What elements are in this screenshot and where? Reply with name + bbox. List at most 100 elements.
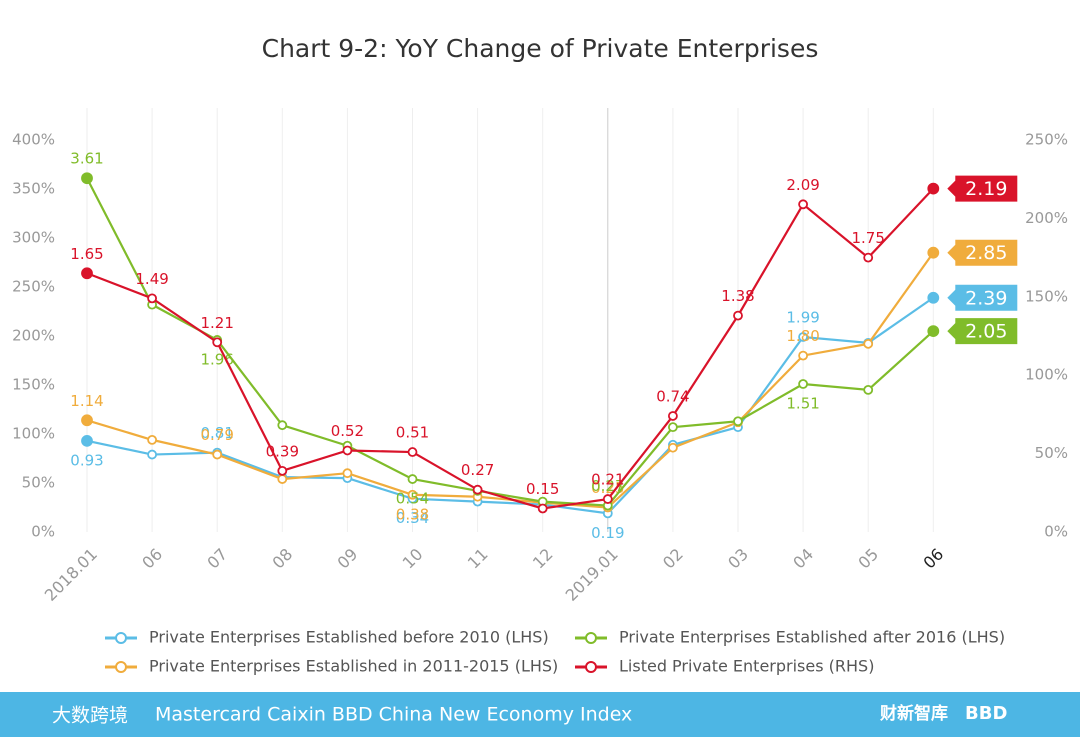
data-point bbox=[537, 503, 548, 514]
data-label: 0.25 bbox=[591, 479, 624, 497]
footer-logo: 大数跨境 bbox=[52, 705, 128, 727]
y2-tick-label: 150% bbox=[1025, 287, 1068, 305]
data-point bbox=[927, 291, 940, 304]
data-label: 1.21 bbox=[200, 314, 233, 332]
data-label: 3.61 bbox=[70, 150, 103, 168]
data-point bbox=[407, 447, 418, 457]
data-label: 0.27 bbox=[461, 461, 494, 479]
series-line bbox=[86, 252, 935, 509]
data-point bbox=[147, 434, 158, 445]
footer-logo: BBD bbox=[965, 703, 1007, 724]
y2-tick-label: 100% bbox=[1025, 366, 1068, 384]
data-point bbox=[602, 494, 613, 504]
data-label: 0.79 bbox=[200, 426, 233, 444]
x-tick-label: 02 bbox=[659, 545, 687, 573]
data-label: 1.80 bbox=[786, 327, 819, 345]
series-line bbox=[86, 187, 935, 510]
x-tick-label: 08 bbox=[268, 545, 296, 573]
data-point bbox=[147, 449, 158, 460]
data-point bbox=[277, 474, 288, 484]
x-tick-label: 11 bbox=[464, 545, 492, 573]
data-point bbox=[407, 474, 418, 484]
data-point bbox=[927, 182, 940, 195]
y2-tick-label: 250% bbox=[1025, 131, 1068, 149]
data-point bbox=[863, 252, 874, 263]
legend-label: Private Enterprises Established before 2… bbox=[149, 628, 549, 647]
data-label: 2.09 bbox=[786, 176, 819, 194]
legend-label: Listed Private Enterprises (RHS) bbox=[619, 657, 874, 676]
data-point bbox=[798, 199, 808, 210]
data-label: 1.49 bbox=[135, 270, 168, 288]
data-point bbox=[212, 449, 223, 460]
legend-label: Private Enterprises Established after 20… bbox=[619, 628, 1005, 647]
data-label: 1.75 bbox=[851, 229, 884, 247]
data-label: 0.74 bbox=[656, 387, 689, 405]
legend-swatch bbox=[585, 632, 597, 644]
x-tick-label: 2019.01 bbox=[562, 545, 622, 605]
data-label: 0.34 bbox=[396, 509, 429, 527]
badge bbox=[947, 284, 1018, 311]
data-point bbox=[798, 332, 808, 342]
badge-label: 2.85 bbox=[965, 242, 1007, 264]
data-point bbox=[277, 465, 288, 476]
data-point bbox=[798, 350, 808, 361]
data-point bbox=[342, 445, 353, 456]
data-point bbox=[472, 484, 483, 495]
data-point bbox=[81, 267, 93, 280]
badge-label: 2.39 bbox=[965, 287, 1007, 309]
data-point bbox=[863, 338, 874, 349]
x-tick-label: 03 bbox=[724, 545, 752, 573]
data-label: 0.27 bbox=[591, 477, 624, 495]
data-point bbox=[668, 411, 678, 421]
data-point bbox=[927, 246, 940, 259]
y2-tick-label: 0% bbox=[1044, 523, 1068, 541]
x-tick-label: 2018.01 bbox=[41, 545, 101, 605]
y-tick-label: 200% bbox=[12, 327, 55, 345]
data-point bbox=[798, 379, 808, 389]
data-label: 0.52 bbox=[331, 422, 364, 440]
data-point bbox=[81, 434, 93, 447]
data-label: 1.14 bbox=[70, 392, 103, 410]
legend-label: Private Enterprises Established in 2011-… bbox=[149, 657, 558, 676]
y-tick-label: 150% bbox=[12, 376, 55, 394]
y-tick-label: 0% bbox=[31, 523, 55, 541]
x-tick-label: 07 bbox=[203, 545, 231, 573]
data-point bbox=[863, 384, 874, 395]
data-label: 0.19 bbox=[591, 524, 624, 542]
data-label: 0.51 bbox=[396, 424, 429, 442]
badge bbox=[947, 175, 1018, 202]
footer-bar bbox=[0, 692, 1080, 737]
data-point bbox=[81, 414, 93, 427]
legend-swatch bbox=[115, 661, 127, 673]
series-line bbox=[86, 296, 934, 515]
x-tick-label: 06 bbox=[138, 545, 166, 573]
data-label: 1.51 bbox=[786, 395, 819, 413]
y-tick-label: 300% bbox=[12, 229, 55, 247]
badge bbox=[947, 239, 1018, 266]
data-label: 1.96 bbox=[200, 350, 233, 368]
badge-label: 2.05 bbox=[965, 321, 1007, 343]
y-tick-label: 250% bbox=[12, 278, 55, 296]
badge bbox=[947, 318, 1018, 345]
data-point bbox=[277, 420, 288, 431]
data-label: 0.54 bbox=[396, 490, 429, 508]
data-point bbox=[81, 172, 93, 185]
x-tick-label: 05 bbox=[854, 545, 882, 573]
data-point bbox=[342, 468, 353, 479]
data-point bbox=[733, 310, 743, 321]
data-label: 1.99 bbox=[786, 308, 819, 326]
chart-title: Chart 9-2: YoY Change of Private Enterpr… bbox=[262, 34, 819, 63]
data-label: 0.15 bbox=[526, 480, 559, 498]
footer-title: Mastercard Caixin BBD China New Economy … bbox=[155, 704, 632, 726]
data-label: 0.38 bbox=[396, 505, 429, 523]
data-point bbox=[212, 337, 223, 348]
y-tick-label: 50% bbox=[22, 474, 55, 492]
y-tick-label: 400% bbox=[12, 131, 55, 149]
x-tick-label: 09 bbox=[334, 545, 362, 573]
badge-label: 2.19 bbox=[965, 178, 1007, 200]
series-line bbox=[86, 177, 935, 507]
data-point bbox=[147, 293, 158, 304]
legend-swatch bbox=[585, 661, 597, 673]
data-label: 1.65 bbox=[70, 245, 103, 263]
data-point bbox=[407, 489, 418, 500]
